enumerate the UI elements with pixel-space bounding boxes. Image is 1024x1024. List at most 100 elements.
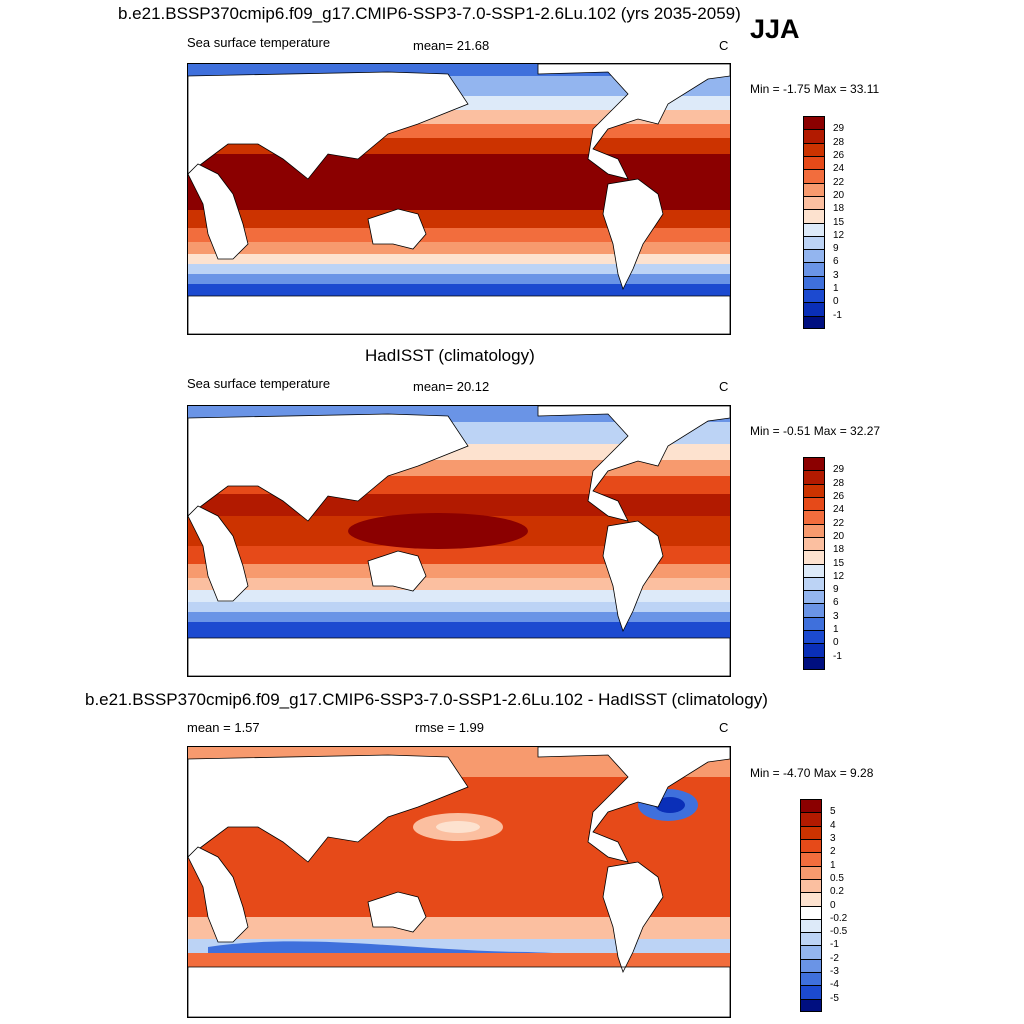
colorbar-tick-label: 22	[833, 517, 845, 529]
colorbar-tick-label: 0	[833, 296, 839, 308]
colorbar-swatch	[803, 195, 825, 210]
ocean-band	[188, 578, 730, 590]
panel1-title: b.e21.BSSP370cmip6.f09_g17.CMIP6-SSP3-7.…	[118, 4, 741, 23]
antarctica	[188, 638, 730, 676]
colorbar-tick-label: 5	[830, 806, 836, 818]
colorbar-tick-label: 28	[833, 136, 845, 148]
colorbar-swatch	[800, 865, 822, 879]
colorbar-swatch	[800, 905, 822, 919]
colorbar-swatch	[803, 643, 825, 657]
colorbar-tick-label: 29	[833, 123, 845, 135]
colorbar-swatch	[803, 523, 825, 537]
colorbar-swatch	[803, 510, 825, 524]
colorbar-swatch	[803, 457, 825, 471]
colorbar-swatch	[803, 289, 825, 303]
colorbar-swatch	[803, 590, 825, 604]
colorbar-tick-label: 2	[830, 846, 836, 858]
colorbar-swatch	[800, 958, 822, 973]
colorbar-swatch	[803, 470, 825, 484]
colorbar-tick-label: 0.5	[830, 872, 844, 884]
north-america	[537, 406, 730, 522]
panel3-rmse-label: rmse = 1.99	[415, 720, 485, 735]
africa	[188, 505, 249, 602]
south-america	[602, 861, 664, 974]
colorbar-swatch	[803, 315, 825, 329]
colorbar-swatch	[800, 918, 822, 933]
australia	[367, 550, 427, 592]
ocean-band	[188, 622, 730, 638]
panel3-minmax-label: Min = -4.70 Max = 9.28	[750, 766, 874, 780]
season-label: JJA	[750, 14, 800, 44]
antarctica	[188, 967, 730, 1017]
colorbar-swatch	[803, 222, 825, 236]
south-america	[602, 520, 664, 633]
colorbar-tick-label: -3	[830, 966, 839, 978]
panel1-mean-label: mean= 21.68	[413, 38, 490, 53]
colorbar-swatch	[803, 275, 825, 290]
ocean-band	[188, 590, 730, 602]
colorbar-swatch	[803, 209, 825, 223]
colorbar-tick-label: 6	[833, 256, 839, 268]
colorbar-swatch	[800, 878, 822, 893]
panel2-mean-label: mean= 20.12	[413, 379, 490, 394]
colorbar-tick-label: -1	[830, 939, 839, 951]
panel2-units-label: C	[719, 379, 729, 394]
colorbar-tick-label: 22	[833, 176, 845, 188]
colorbar-tick-label: 15	[833, 557, 845, 569]
antarctica-coast	[188, 966, 730, 1017]
colorbar-swatch	[800, 852, 822, 866]
colorbar-swatch	[803, 129, 825, 143]
colorbar-tick-label: 12	[833, 229, 845, 241]
colorbar-swatch	[800, 825, 822, 839]
ocean-band	[188, 210, 730, 228]
colorbar-tick-label: 1	[833, 283, 839, 295]
colorbar-tick-label: 1	[830, 859, 836, 871]
colorbar-swatch	[803, 235, 825, 250]
colorbar-tick-label: -5	[830, 992, 839, 1004]
colorbar-swatch	[803, 262, 825, 276]
colorbar-swatch	[800, 945, 822, 959]
colorbar-tick-label: 15	[833, 216, 845, 228]
colorbar-tick-label: 1	[833, 624, 839, 636]
colorbar-swatch	[800, 838, 822, 853]
panel1-units-label: C	[719, 38, 729, 53]
colorbar-swatch	[800, 799, 822, 813]
colorbar-tick-label: 24	[833, 504, 845, 516]
ocean-band	[188, 546, 730, 564]
colorbar-swatch	[800, 932, 822, 946]
south-america	[602, 178, 664, 291]
ocean-band	[188, 254, 730, 264]
panel1-map-svg	[188, 64, 730, 334]
colorbar-swatch	[803, 576, 825, 591]
colorbar-tick-label: 12	[833, 570, 845, 582]
colorbar-swatch	[803, 616, 825, 631]
colorbar-tick-label: -1	[833, 309, 842, 321]
panel3-units-label: C	[719, 720, 729, 735]
colorbar-swatch	[800, 985, 822, 999]
north-america	[537, 64, 730, 180]
colorbar-swatch	[803, 630, 825, 644]
eurasia	[188, 413, 469, 522]
colorbar-swatch	[803, 656, 825, 670]
north-america	[537, 747, 730, 863]
colorbar-tick-label: -0.5	[830, 926, 848, 938]
colorbar-tick-label: -2	[830, 952, 839, 964]
colorbar-swatch	[803, 302, 825, 316]
colorbar-tick-label: 20	[833, 530, 845, 542]
panel1-minmax-label: Min = -1.75 Max = 33.11	[750, 82, 880, 96]
colorbar-swatch	[803, 603, 825, 617]
colorbar-swatch	[803, 550, 825, 564]
eurasia	[188, 71, 469, 180]
panel3-colorbar: 5 4 3 2 1 0.5 0.2 0 -0.2 -0.5 -1 -2 -3 -4 -5	[800, 799, 860, 1012]
panel2-map	[187, 405, 731, 677]
ocean-band	[188, 602, 730, 612]
colorbar-tick-label: 0	[830, 899, 836, 911]
colorbar-swatch	[803, 249, 825, 263]
africa	[188, 163, 249, 260]
ocean-band	[188, 494, 730, 516]
colorbar-tick-label: 20	[833, 189, 845, 201]
panel2-title: HadISST (climatology)	[365, 346, 535, 365]
colorbar-tick-label: 28	[833, 477, 845, 489]
anomaly-patch	[655, 797, 685, 813]
colorbar-tick-label: 0.2	[830, 886, 844, 898]
